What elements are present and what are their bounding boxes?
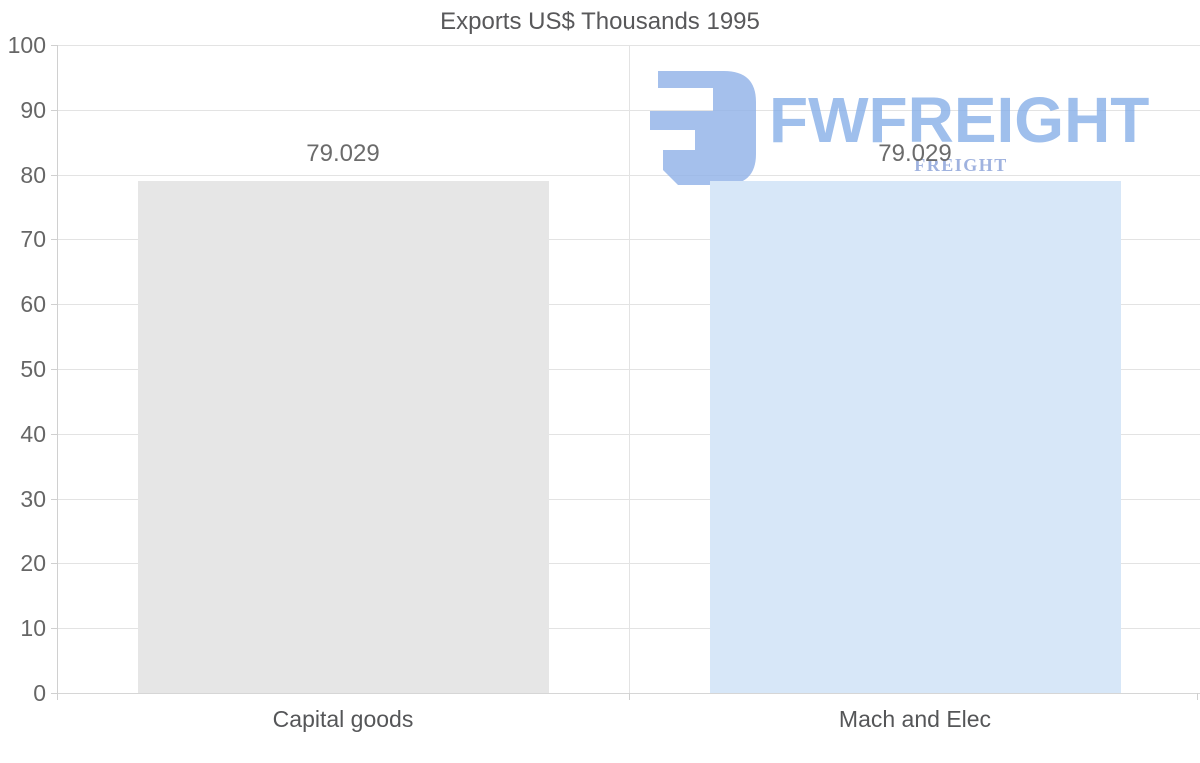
y-gridline (57, 369, 1200, 370)
y-tick (51, 563, 57, 564)
bar-mach-and-elec (709, 181, 1121, 693)
y-axis-tick-label: 20 (20, 550, 46, 576)
y-gridline (57, 563, 1200, 564)
category-divider-line (629, 45, 630, 693)
y-axis-tick-label: 100 (7, 32, 46, 58)
y-axis-tick-label: 90 (20, 97, 46, 123)
x-axis-category-label: Capital goods (272, 706, 414, 732)
fwfreight-logo-icon (650, 71, 756, 185)
y-tick (51, 45, 57, 46)
bar-capital-goods (137, 181, 549, 693)
y-gridline (57, 434, 1200, 435)
y-tick (51, 693, 57, 694)
y-tick (51, 434, 57, 435)
y-axis-tick-label: 80 (20, 162, 46, 188)
x-tick (629, 693, 630, 700)
y-axis-tick-label: 40 (20, 421, 46, 447)
y-axis-tick-label: 50 (20, 356, 46, 382)
y-tick (51, 499, 57, 500)
y-axis-tick-label: 0 (33, 680, 46, 706)
y-gridline (57, 110, 1200, 111)
y-axis-tick-label: 30 (20, 486, 46, 512)
y-tick (51, 304, 57, 305)
y-gridline (57, 304, 1200, 305)
bar-value-label: 79.029 (878, 140, 952, 167)
chart-title: Exports US$ Thousands 1995 (440, 8, 760, 35)
x-axis-category-label: Mach and Elec (838, 706, 992, 732)
watermark-brand-text: FWFREIGHT (769, 84, 1150, 156)
y-gridline (57, 45, 1200, 46)
y-gridline (57, 239, 1200, 240)
y-gridline (57, 499, 1200, 500)
y-axis-line (57, 45, 58, 700)
y-tick (51, 175, 57, 176)
x-tick (1197, 693, 1198, 700)
y-tick (51, 369, 57, 370)
y-axis-tick-label: 60 (20, 291, 46, 317)
bar-value-label: 79.029 (306, 140, 380, 167)
y-axis-tick-label: 10 (20, 615, 46, 641)
y-gridline (57, 693, 1200, 694)
y-tick (51, 110, 57, 111)
y-gridline (57, 628, 1200, 629)
y-gridline (57, 175, 1200, 176)
y-tick (51, 628, 57, 629)
y-tick (51, 239, 57, 240)
y-axis-tick-label: 70 (20, 226, 46, 252)
